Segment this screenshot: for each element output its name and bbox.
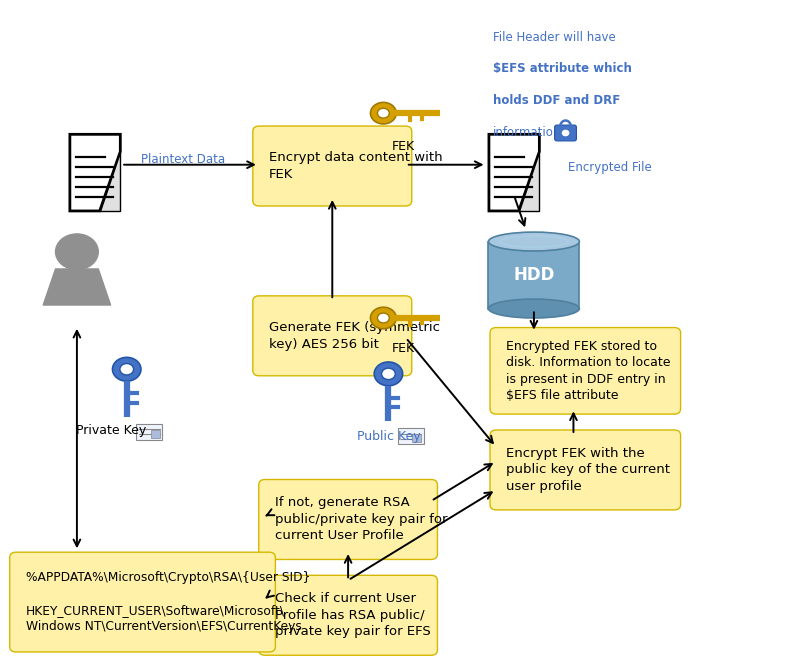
FancyBboxPatch shape [259, 480, 437, 559]
Text: information.: information. [493, 126, 565, 138]
Text: Encrypted FEK stored to
disk. Information to locate
is present in DDF entry in
$: Encrypted FEK stored to disk. Informatio… [506, 340, 670, 402]
Text: holds DDF and DRF: holds DDF and DRF [493, 94, 620, 107]
Text: Check if current User
Profile has RSA public/
private key pair for EFS: Check if current User Profile has RSA pu… [275, 592, 431, 638]
Ellipse shape [488, 232, 579, 251]
Text: Private Key: Private Key [76, 423, 146, 437]
Polygon shape [519, 152, 539, 211]
Bar [398, 428, 424, 444]
Text: If not, generate RSA
public/private key pair for
current User Profile: If not, generate RSA public/private key … [275, 496, 447, 543]
FancyBboxPatch shape [259, 575, 437, 655]
Text: $EFS attribute which: $EFS attribute which [493, 62, 632, 76]
Text: Encrypted File: Encrypted File [568, 161, 652, 174]
FancyBboxPatch shape [10, 552, 276, 652]
Polygon shape [100, 152, 121, 211]
FancyBboxPatch shape [490, 328, 681, 414]
FancyBboxPatch shape [555, 125, 576, 141]
FancyBboxPatch shape [490, 430, 681, 510]
Polygon shape [489, 134, 539, 211]
Bar [488, 242, 579, 308]
Circle shape [562, 130, 569, 136]
Text: Generate FEK (symmetric
key) AES 256 bit: Generate FEK (symmetric key) AES 256 bit [268, 321, 439, 351]
Text: Plaintext Data: Plaintext Data [141, 153, 225, 166]
FancyBboxPatch shape [252, 126, 411, 206]
Ellipse shape [488, 299, 579, 318]
Text: HDD: HDD [513, 266, 555, 284]
Text: FEK: FEK [392, 343, 415, 355]
Circle shape [377, 108, 389, 118]
Text: File Header will have: File Header will have [493, 31, 615, 43]
Circle shape [113, 357, 141, 381]
Text: Encrypt FEK with the
public key of the current
user profile: Encrypt FEK with the public key of the c… [506, 447, 670, 493]
Polygon shape [43, 269, 110, 305]
Text: %APPDATA%\Microsoft\Crypto\RSA\{User SID}

HKEY_CURRENT_USER\Software\Microsoft\: %APPDATA%\Microsoft\Crypto\RSA\{User SID… [26, 571, 310, 634]
Text: FEK: FEK [392, 140, 415, 153]
Circle shape [55, 234, 98, 270]
Bar [136, 423, 162, 440]
Bar [150, 429, 160, 438]
Circle shape [120, 363, 133, 375]
Text: Public Key: Public Key [356, 430, 420, 444]
Text: Encrypt data content with
FEK: Encrypt data content with FEK [268, 151, 443, 181]
Polygon shape [70, 134, 121, 211]
FancyBboxPatch shape [252, 296, 411, 376]
Circle shape [382, 368, 396, 379]
Circle shape [371, 102, 396, 124]
Circle shape [371, 307, 396, 328]
Circle shape [377, 313, 389, 323]
Bar [412, 434, 421, 442]
Circle shape [374, 362, 403, 386]
